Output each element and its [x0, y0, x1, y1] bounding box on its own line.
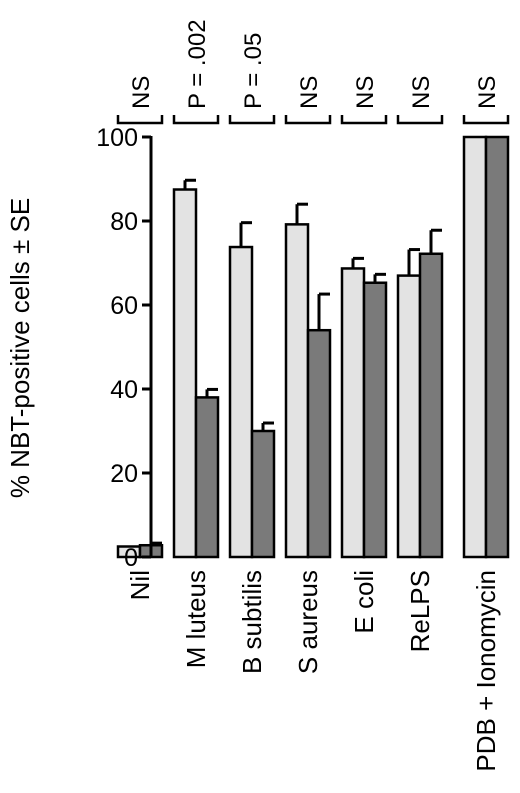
significance-bracket-5 [396, 115, 444, 125]
significance-bracket-6 [462, 115, 510, 125]
bar-dark-6 [484, 135, 510, 559]
significance-label-0: NS [128, 76, 155, 109]
category-label-3: S aureus [293, 570, 323, 674]
y-tick-label-60: 60 [110, 292, 138, 320]
y-tick-label-20: 20 [110, 460, 138, 488]
category-label-0: Nil [125, 570, 155, 600]
y-tick-label-100: 100 [96, 124, 138, 152]
y-tick-label-0: 0 [124, 544, 138, 572]
category-label-1: M luteus [181, 570, 211, 668]
significance-label-6: NS [474, 76, 501, 109]
significance-bracket-0 [116, 115, 164, 125]
bar-light-4 [340, 267, 366, 559]
significance-label-1: P = .002 [184, 19, 211, 109]
bar-light-6 [462, 135, 488, 559]
bar-dark-3 [306, 328, 332, 559]
category-labels-layer: Nil M luteus B subtilis S aureus E coli ReLPS… [125, 570, 501, 772]
bar-dark-1 [194, 396, 220, 559]
significance-bracket-3 [284, 115, 332, 125]
significance-label-5: NS [408, 76, 435, 109]
bars-layer [116, 135, 510, 559]
y-tick-label-80: 80 [110, 208, 138, 236]
bar-dark-2 [250, 429, 276, 559]
bar-light-5 [396, 274, 422, 559]
significance-layer: NS P = .002 P = .05 NS NS NS NS [116, 19, 510, 125]
category-label-6: PDB + Ionomycin [471, 570, 501, 772]
bar-dark-5 [418, 252, 444, 559]
y-axis: 0 20 40 60 80 100 [96, 124, 153, 572]
y-axis-label: % NBT-positive cells ± SE [5, 198, 35, 498]
significance-bracket-4 [340, 115, 388, 125]
bar-light-3 [284, 223, 310, 559]
bar-dark-4 [362, 281, 388, 559]
significance-label-3: NS [296, 76, 323, 109]
y-tick-label-40: 40 [110, 376, 138, 404]
category-label-4: E coli [349, 570, 379, 634]
significance-label-2: P = .05 [240, 33, 267, 109]
significance-bracket-1 [172, 115, 220, 125]
category-label-2: B subtilis [237, 570, 267, 674]
bar-light-2 [228, 245, 254, 559]
category-label-5: ReLPS [405, 570, 435, 652]
significance-bracket-2 [228, 115, 276, 125]
significance-label-4: NS [352, 76, 379, 109]
bar-light-1 [172, 188, 198, 559]
